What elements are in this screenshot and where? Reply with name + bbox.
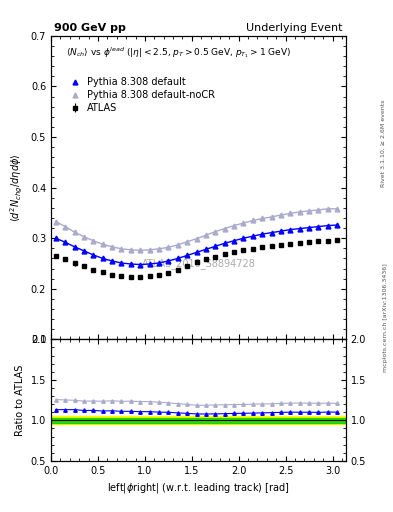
Pythia 8.308 default [119, 260, 124, 266]
Pythia 8.308 default-noCR [185, 239, 189, 245]
Pythia 8.308 default-noCR [316, 207, 321, 213]
Pythia 8.308 default-noCR [288, 210, 293, 217]
Pythia 8.308 default-noCR [100, 241, 105, 247]
Pythia 8.308 default-noCR [110, 244, 114, 250]
Pythia 8.308 default [147, 261, 152, 267]
Pythia 8.308 default [316, 224, 321, 230]
Pythia 8.308 default-noCR [325, 206, 330, 212]
Pythia 8.308 default-noCR [82, 233, 86, 240]
Pythia 8.308 default-noCR [91, 238, 95, 244]
Pythia 8.308 default-noCR [335, 206, 340, 212]
Pythia 8.308 default-noCR [194, 236, 199, 242]
Text: ATLAS_2010_S8894728: ATLAS_2010_S8894728 [141, 258, 255, 269]
Pythia 8.308 default-noCR [157, 246, 162, 252]
Pythia 8.308 default [325, 223, 330, 229]
Pythia 8.308 default-noCR [250, 218, 255, 224]
Pythia 8.308 default [138, 262, 143, 268]
Pythia 8.308 default [91, 252, 95, 258]
Pythia 8.308 default [213, 243, 218, 249]
Text: $\langle N_{ch}\rangle$ vs $\phi^{lead}$ ($|\eta| < 2.5$, $p_T > 0.5$ GeV, $p_{T: $\langle N_{ch}\rangle$ vs $\phi^{lead}$… [66, 45, 291, 60]
Pythia 8.308 default-noCR [298, 209, 302, 215]
Pythia 8.308 default-noCR [175, 242, 180, 248]
Pythia 8.308 default [110, 258, 114, 264]
Text: Rivet 3.1.10, ≥ 2.6M events: Rivet 3.1.10, ≥ 2.6M events [381, 100, 386, 187]
Line: Pythia 8.308 default: Pythia 8.308 default [53, 223, 340, 267]
Pythia 8.308 default-noCR [63, 224, 68, 230]
Pythia 8.308 default-noCR [119, 246, 124, 252]
Pythia 8.308 default [175, 255, 180, 262]
Pythia 8.308 default-noCR [204, 232, 208, 238]
Pythia 8.308 default [222, 240, 227, 246]
Pythia 8.308 default-noCR [53, 219, 58, 225]
Pythia 8.308 default [157, 260, 162, 266]
Pythia 8.308 default-noCR [279, 212, 283, 218]
Pythia 8.308 default [269, 229, 274, 236]
Pythia 8.308 default [166, 258, 171, 264]
Pythia 8.308 default [335, 222, 340, 228]
Pythia 8.308 default-noCR [147, 247, 152, 253]
Pythia 8.308 default-noCR [138, 247, 143, 253]
Pythia 8.308 default-noCR [232, 223, 237, 229]
Pythia 8.308 default [250, 233, 255, 239]
Pythia 8.308 default-noCR [269, 214, 274, 220]
Legend: Pythia 8.308 default, Pythia 8.308 default-noCR, ATLAS: Pythia 8.308 default, Pythia 8.308 defau… [68, 77, 215, 113]
Pythia 8.308 default [204, 246, 208, 252]
Line: Pythia 8.308 default-noCR: Pythia 8.308 default-noCR [53, 206, 340, 253]
Pythia 8.308 default [260, 231, 264, 237]
Pythia 8.308 default [307, 224, 312, 230]
Pythia 8.308 default [232, 238, 237, 244]
Y-axis label: $\langle d^2 N_{chg}/d\eta d\phi \rangle$: $\langle d^2 N_{chg}/d\eta d\phi \rangle… [9, 153, 25, 222]
Pythia 8.308 default [279, 228, 283, 234]
X-axis label: left$|\phi$right$|$ (w.r.t. leading track) [rad]: left$|\phi$right$|$ (w.r.t. leading trac… [107, 481, 290, 495]
Pythia 8.308 default [298, 225, 302, 231]
Pythia 8.308 default-noCR [166, 244, 171, 250]
Y-axis label: Ratio to ATLAS: Ratio to ATLAS [15, 365, 25, 436]
Bar [51, 416, 346, 424]
Pythia 8.308 default-noCR [222, 225, 227, 231]
Pythia 8.308 default [185, 252, 189, 259]
Pythia 8.308 default-noCR [72, 229, 77, 235]
Pythia 8.308 default [82, 248, 86, 254]
Pythia 8.308 default [241, 235, 246, 241]
Text: 900 GeV pp: 900 GeV pp [54, 23, 126, 33]
Pythia 8.308 default-noCR [213, 228, 218, 234]
Pythia 8.308 default [194, 249, 199, 255]
Bar [51, 418, 346, 423]
Text: mcplots.cern.ch [arXiv:1306.3436]: mcplots.cern.ch [arXiv:1306.3436] [383, 263, 388, 372]
Pythia 8.308 default-noCR [260, 216, 264, 222]
Pythia 8.308 default-noCR [129, 247, 133, 253]
Pythia 8.308 default [53, 235, 58, 241]
Pythia 8.308 default [72, 244, 77, 250]
Pythia 8.308 default-noCR [241, 220, 246, 226]
Pythia 8.308 default [129, 261, 133, 267]
Text: Underlying Event: Underlying Event [246, 23, 343, 33]
Pythia 8.308 default [100, 255, 105, 262]
Pythia 8.308 default [63, 239, 68, 245]
Pythia 8.308 default [288, 226, 293, 232]
Pythia 8.308 default-noCR [307, 208, 312, 214]
